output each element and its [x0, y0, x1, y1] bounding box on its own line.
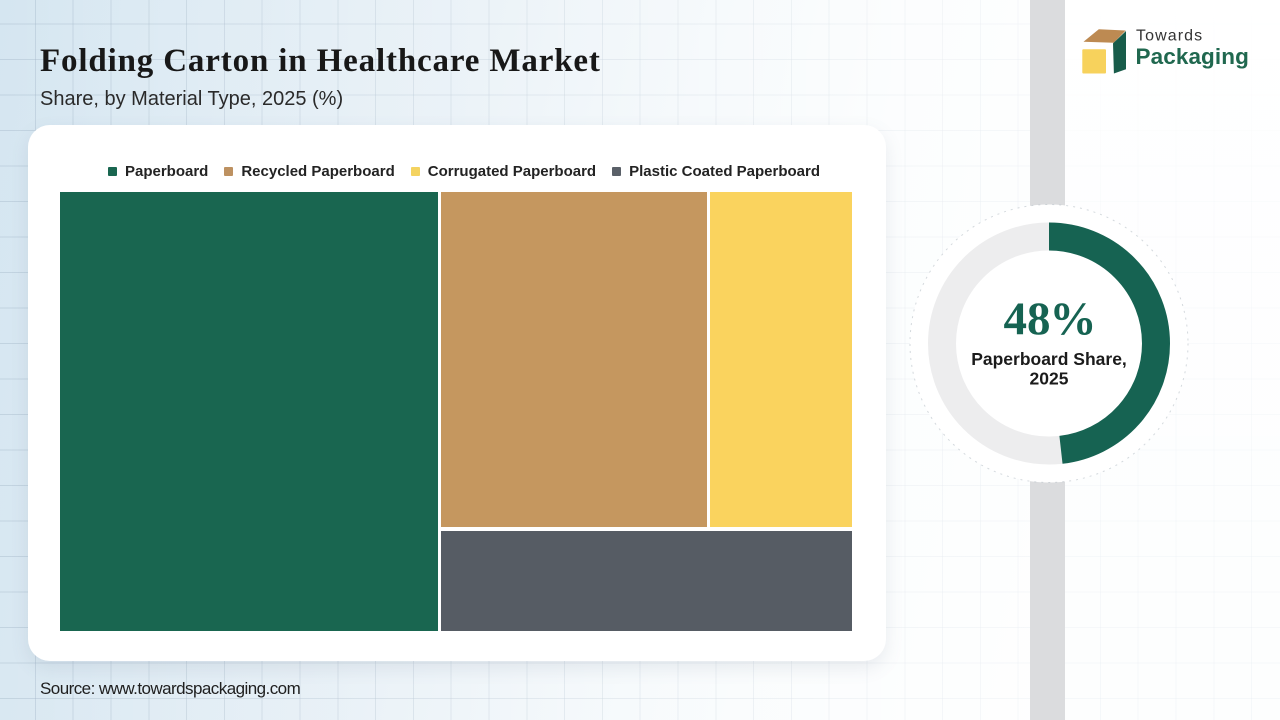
- svg-text:Paperboard Share,: Paperboard Share,: [971, 349, 1127, 369]
- svg-text:2025: 2025: [1030, 369, 1069, 389]
- svg-text:Towards: Towards: [1136, 27, 1203, 44]
- svg-text:48%: 48%: [1004, 293, 1097, 345]
- svg-text:Packaging: Packaging: [1136, 44, 1249, 69]
